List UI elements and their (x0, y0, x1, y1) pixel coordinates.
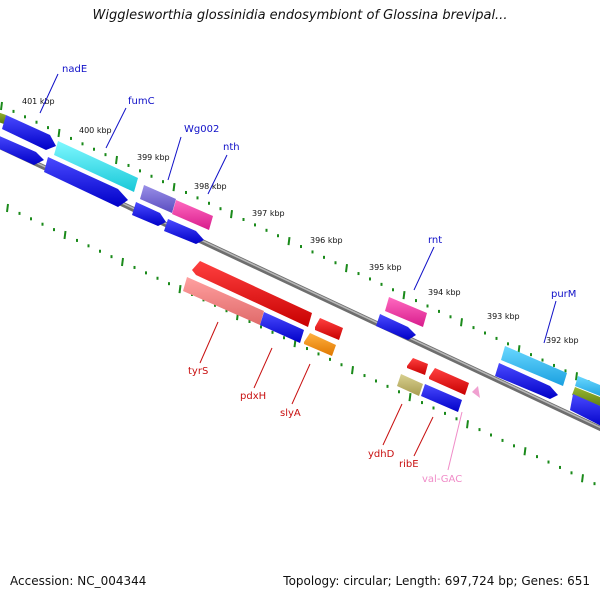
major-tick (57, 128, 61, 138)
gene-arrow[interactable] (421, 384, 462, 412)
kbp-label: 401 kbp (22, 97, 55, 106)
kbp-label: 396 kbp (310, 236, 343, 245)
label-leader (291, 363, 311, 405)
major-tick (0, 101, 3, 111)
kbp-label: 400 kbp (79, 126, 112, 135)
major-tick (121, 257, 124, 267)
kbp-label: 398 kbp (194, 182, 227, 191)
major-tick (408, 393, 412, 402)
major-tick (575, 372, 578, 381)
gene-arrow[interactable] (304, 333, 336, 356)
gene-arrow[interactable] (495, 363, 558, 399)
label-leader (207, 154, 228, 195)
gene-arrow[interactable] (376, 314, 416, 340)
gene-arrow[interactable] (164, 219, 204, 244)
gene-label-fumC[interactable]: fumC (128, 96, 155, 107)
kbp-labels: 401 kbp 400 kbp 399 kbp 398 kbp 397 kbp … (22, 97, 579, 345)
gene-arrow[interactable] (2, 115, 56, 150)
gene-arrow[interactable] (0, 134, 44, 165)
gene-arrow[interactable] (315, 318, 343, 340)
kbp-label: 399 kbp (137, 153, 170, 162)
major-tick (402, 291, 406, 300)
major-tick (172, 182, 176, 192)
forward-genes-outer (0, 112, 600, 408)
label-leader (39, 73, 59, 114)
kbp-label: 395 kbp (369, 263, 402, 272)
gene-arrow[interactable] (132, 202, 166, 226)
gene-arrow[interactable] (501, 346, 567, 386)
major-tick (115, 155, 118, 165)
major-tick (460, 318, 463, 327)
label-leader (382, 403, 403, 446)
label-leader (447, 411, 463, 471)
genome-title: Wigglesworthia glossinidia endosymbiont … (92, 8, 508, 23)
kbp-label: 392 kbp (546, 336, 579, 345)
gene-arrow[interactable] (54, 141, 138, 192)
major-tick (63, 230, 67, 240)
label-leader (413, 416, 434, 457)
gene-arrow[interactable] (575, 376, 600, 398)
gene-arrow[interactable] (570, 394, 600, 428)
label-leader (105, 107, 127, 149)
gene-label-val-GAC[interactable]: val-GAC (422, 474, 462, 485)
major-tick (6, 203, 9, 213)
gene-arrow[interactable] (407, 358, 428, 375)
bottom-gene-labels: tyrS pdxH slyA ydhD ribE val-GAC (188, 321, 463, 485)
gene-label-pdxH[interactable]: pdxH (240, 391, 266, 402)
top-gene-labels: nadE fumC Wg002 nth rnt purM (39, 64, 576, 344)
outer-tick-row (0, 101, 590, 384)
label-leader (167, 136, 182, 181)
genome-summary: Topology: circular; Length: 697,724 bp; … (283, 574, 590, 588)
forward-genes-inner (0, 134, 600, 428)
reverse-genes (183, 261, 480, 412)
gene-label-ribE[interactable]: ribE (399, 459, 419, 470)
label-leader (543, 300, 557, 344)
gene-arrow[interactable] (397, 374, 423, 396)
gene-arrow[interactable] (183, 277, 264, 325)
gene-label-nadE[interactable]: nadE (62, 64, 87, 75)
gene-arrow[interactable] (260, 312, 304, 343)
major-tick (178, 284, 182, 294)
kbp-label: 397 kbp (252, 209, 285, 218)
accession-label: Accession: NC_004344 (10, 574, 147, 588)
gene-arrow[interactable] (140, 185, 176, 213)
gene-arrow[interactable] (192, 261, 312, 327)
major-tick (230, 209, 233, 219)
gene-arrow[interactable] (572, 387, 600, 408)
gene-label-purM[interactable]: purM (551, 289, 576, 300)
major-tick (581, 474, 584, 483)
gene-arrow[interactable] (429, 368, 469, 395)
gene-arrow[interactable] (44, 157, 128, 207)
label-leader (253, 347, 273, 389)
major-tick (523, 447, 527, 456)
label-leader (413, 246, 435, 291)
major-tick (345, 264, 348, 273)
kbp-label: 394 kbp (428, 288, 461, 297)
gene-arrow[interactable] (385, 297, 427, 327)
gene-arrow[interactable] (172, 200, 213, 230)
gene-label-rnt[interactable]: rnt (428, 235, 442, 246)
major-tick (287, 237, 291, 246)
gene-label-tyrS[interactable]: tyrS (188, 366, 208, 377)
trna-marker[interactable] (472, 386, 480, 398)
gene-label-slyA[interactable]: slyA (280, 408, 301, 419)
gene-label-Wg002[interactable]: Wg002 (184, 124, 219, 135)
major-tick (351, 366, 354, 375)
label-leader (199, 321, 219, 364)
gene-label-ydhD[interactable]: ydhD (368, 449, 395, 460)
major-tick (466, 420, 469, 429)
kbp-label: 393 kbp (487, 312, 520, 321)
gene-label-nth[interactable]: nth (223, 142, 240, 153)
major-tick (517, 345, 521, 354)
